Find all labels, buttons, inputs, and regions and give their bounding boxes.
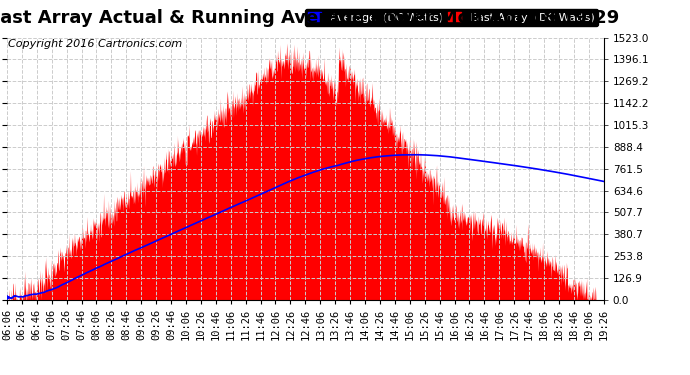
Legend: Average  (DC Watts), East Array  (DC Watts): Average (DC Watts), East Array (DC Watts… xyxy=(305,9,598,26)
Text: Copyright 2016 Cartronics.com: Copyright 2016 Cartronics.com xyxy=(8,39,183,50)
Text: East Array Actual & Running Average Power Mon Apr 18 19:29: East Array Actual & Running Average Powe… xyxy=(0,9,619,27)
